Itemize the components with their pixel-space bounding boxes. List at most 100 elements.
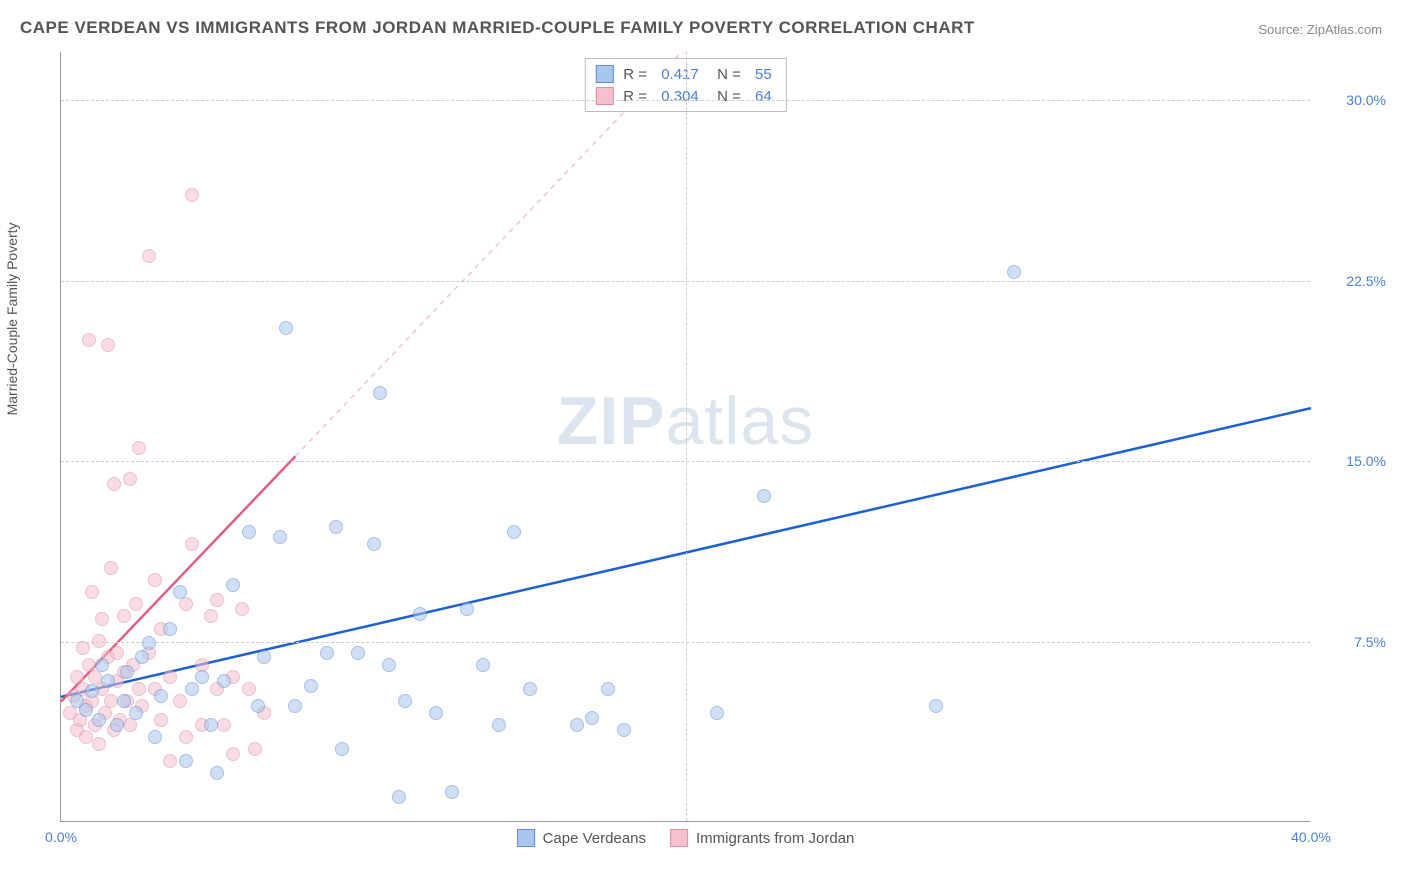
scatter-point [123, 472, 137, 486]
scatter-point [492, 718, 506, 732]
scatter-point [273, 530, 287, 544]
scatter-point [120, 665, 134, 679]
scatter-point [217, 718, 231, 732]
scatter-point [117, 609, 131, 623]
scatter-point [132, 682, 146, 696]
trendline-extrapolation [295, 52, 681, 456]
scatter-point [210, 766, 224, 780]
legend-correlation-row: R = 0.417 N = 55 [595, 63, 771, 85]
legend-swatch [595, 65, 613, 83]
legend-r-label: R = [623, 88, 651, 105]
scatter-point [154, 689, 168, 703]
scatter-point [95, 658, 109, 672]
scatter-point [242, 525, 256, 539]
legend-series-label: Cape Verdeans [543, 830, 646, 847]
scatter-point [445, 785, 459, 799]
correlation-chart: CAPE VERDEAN VS IMMIGRANTS FROM JORDAN M… [0, 0, 1406, 892]
scatter-point [367, 537, 381, 551]
scatter-point [242, 682, 256, 696]
scatter-point [185, 682, 199, 696]
scatter-point [173, 585, 187, 599]
x-tick-label: 0.0% [45, 829, 77, 845]
scatter-point [92, 713, 106, 727]
scatter-point [92, 634, 106, 648]
scatter-point [373, 386, 387, 400]
legend-swatch [595, 87, 613, 105]
scatter-point [129, 597, 143, 611]
scatter-point [104, 561, 118, 575]
scatter-point [251, 699, 265, 713]
scatter-point [129, 706, 143, 720]
scatter-point [382, 658, 396, 672]
legend-series-item: Immigrants from Jordan [670, 829, 854, 847]
scatter-point [110, 646, 124, 660]
legend-r-label: R = [623, 66, 651, 83]
scatter-point [398, 694, 412, 708]
scatter-point [148, 730, 162, 744]
legend-n-value: 64 [755, 88, 772, 105]
legend-swatch [517, 829, 535, 847]
scatter-point [101, 338, 115, 352]
scatter-point [107, 477, 121, 491]
scatter-point [329, 520, 343, 534]
scatter-point [142, 636, 156, 650]
scatter-point [392, 790, 406, 804]
scatter-point [85, 684, 99, 698]
legend-n-label: N = [709, 88, 745, 105]
scatter-point [173, 694, 187, 708]
scatter-point [163, 622, 177, 636]
y-tick-label: 15.0% [1346, 453, 1386, 469]
scatter-point [117, 694, 131, 708]
scatter-point [148, 573, 162, 587]
scatter-point [79, 703, 93, 717]
plot-area: ZIPatlas R = 0.417 N = 55R = 0.304 N = 6… [60, 52, 1310, 822]
scatter-point [320, 646, 334, 660]
scatter-point [617, 723, 631, 737]
legend-series-item: Cape Verdeans [517, 829, 646, 847]
scatter-point [204, 718, 218, 732]
legend-r-value: 0.304 [661, 88, 699, 105]
scatter-point [257, 650, 271, 664]
scatter-point [163, 670, 177, 684]
scatter-point [1007, 265, 1021, 279]
scatter-point [476, 658, 490, 672]
scatter-point [929, 699, 943, 713]
scatter-point [757, 489, 771, 503]
scatter-point [82, 333, 96, 347]
chart-title: CAPE VERDEAN VS IMMIGRANTS FROM JORDAN M… [20, 18, 975, 38]
scatter-point [185, 537, 199, 551]
scatter-point [163, 754, 177, 768]
scatter-point [179, 597, 193, 611]
y-tick-label: 7.5% [1354, 634, 1386, 650]
scatter-point [601, 682, 615, 696]
scatter-point [135, 650, 149, 664]
scatter-point [226, 747, 240, 761]
scatter-point [179, 730, 193, 744]
scatter-point [185, 188, 199, 202]
scatter-point [570, 718, 584, 732]
scatter-point [235, 602, 249, 616]
legend-swatch [670, 829, 688, 847]
scatter-point [85, 585, 99, 599]
scatter-point [288, 699, 302, 713]
legend-n-value: 55 [755, 66, 772, 83]
scatter-point [429, 706, 443, 720]
scatter-point [110, 718, 124, 732]
scatter-point [335, 742, 349, 756]
scatter-point [279, 321, 293, 335]
scatter-point [248, 742, 262, 756]
scatter-point [460, 602, 474, 616]
scatter-point [154, 713, 168, 727]
y-axis-label: Married-Couple Family Poverty [4, 222, 20, 415]
scatter-point [226, 578, 240, 592]
scatter-point [210, 593, 224, 607]
scatter-point [179, 754, 193, 768]
legend-correlation-row: R = 0.304 N = 64 [595, 85, 771, 107]
legend-series-label: Immigrants from Jordan [696, 830, 854, 847]
scatter-point [204, 609, 218, 623]
source-caption: Source: ZipAtlas.com [1258, 22, 1382, 37]
legend-series: Cape Verdeans Immigrants from Jordan [517, 829, 855, 847]
scatter-point [92, 737, 106, 751]
scatter-point [195, 670, 209, 684]
scatter-point [101, 674, 115, 688]
